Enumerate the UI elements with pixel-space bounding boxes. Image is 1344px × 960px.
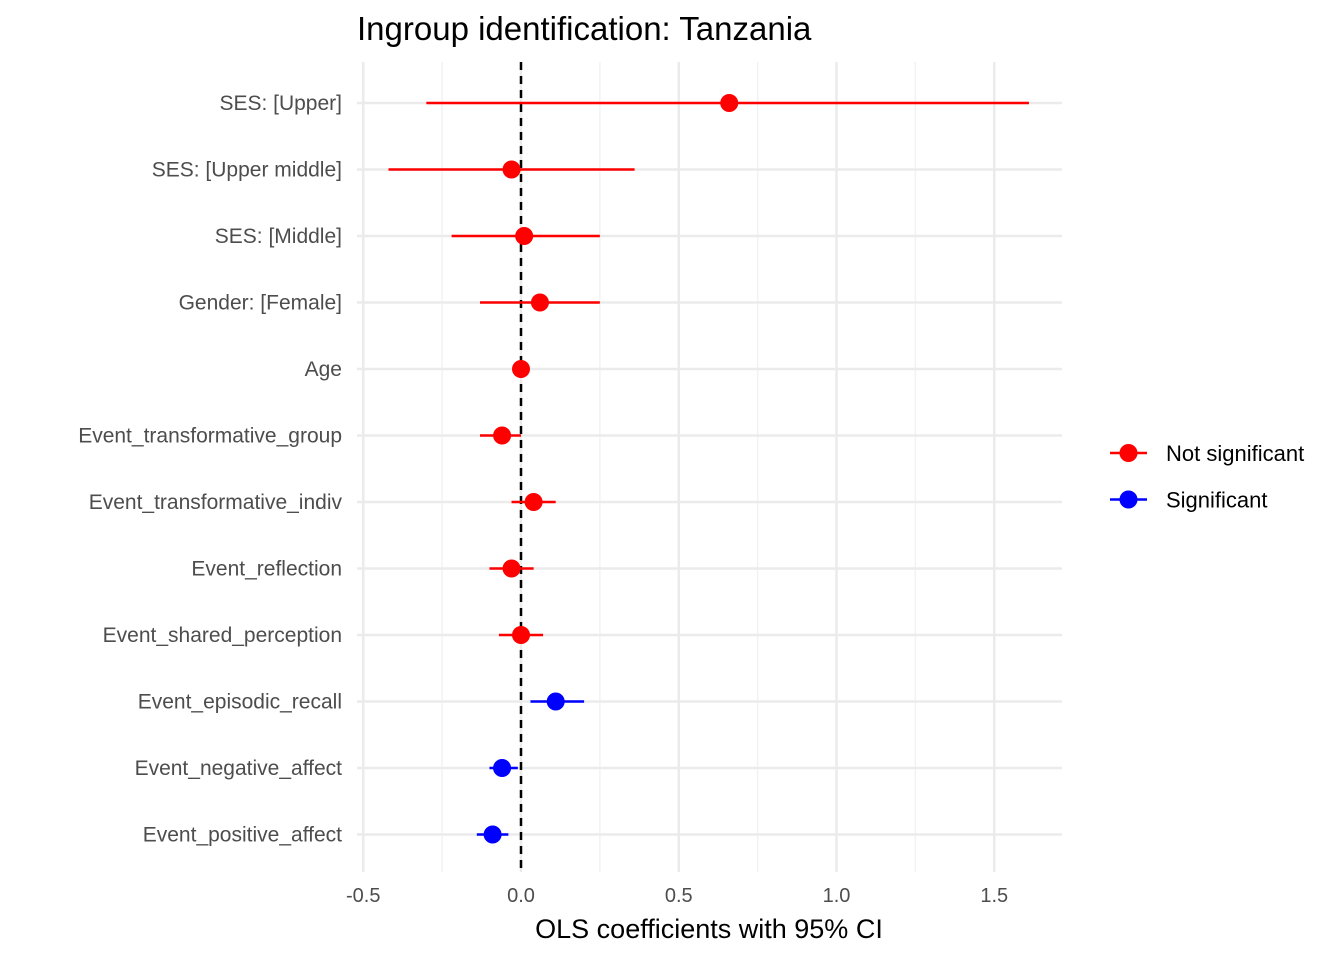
estimate-point [493,759,512,777]
x-axis-label: OLS coefficients with 95% CI [535,914,883,944]
y-tick-label: Event_transformative_indiv [89,491,343,514]
estimate-point [546,692,565,711]
y-tick-label: Event_episodic_recall [138,691,342,714]
x-tick-label: 1.0 [823,885,851,907]
y-tick-label: SES: [Middle] [215,225,342,248]
minor-gridlines [441,62,917,872]
estimate-point [530,293,549,312]
estimate-point [512,626,530,644]
legend-label: Not significant [1166,441,1304,466]
estimate-point [524,493,543,511]
x-tick-label: 0.0 [507,885,535,907]
estimate-point [720,94,739,112]
major-gridlines [357,62,1062,872]
x-tick-label: 0.5 [665,885,693,907]
legend: Not significant Significant [1110,441,1304,513]
estimate-point [493,426,512,445]
y-tick-label: Gender: [Female] [179,292,342,315]
y-tick-label: Event_positive_affect [143,824,342,847]
estimate-point [502,559,521,578]
x-tick-label: -0.5 [346,885,380,907]
x-axis-tick-labels: -0.5 0.0 0.5 1.0 1.5 [346,885,1008,907]
y-axis-tick-labels: SES: [Upper] SES: [Upper middle] SES: [Mid… [78,92,342,847]
estimate-point [502,160,521,179]
x-tick-label: 1.5 [980,885,1008,907]
coefficient-marks [388,94,1029,844]
y-tick-label: Event_negative_affect [135,757,343,780]
estimate-point [515,227,534,245]
y-tick-label: Event_transformative_group [78,425,342,448]
legend-key-point [1119,490,1138,509]
legend-label: Significant [1166,488,1268,513]
legend-key-point [1119,444,1138,462]
estimate-point [512,360,530,378]
y-tick-label: SES: [Upper middle] [152,159,342,182]
estimate-point [483,825,502,844]
chart-title: Ingroup identification: Tanzania [357,10,812,47]
y-tick-label: Event_shared_perception [103,624,342,647]
y-tick-label: Age [305,358,342,381]
y-tick-label: Event_reflection [191,558,342,581]
y-tick-label: SES: [Upper] [219,92,342,115]
